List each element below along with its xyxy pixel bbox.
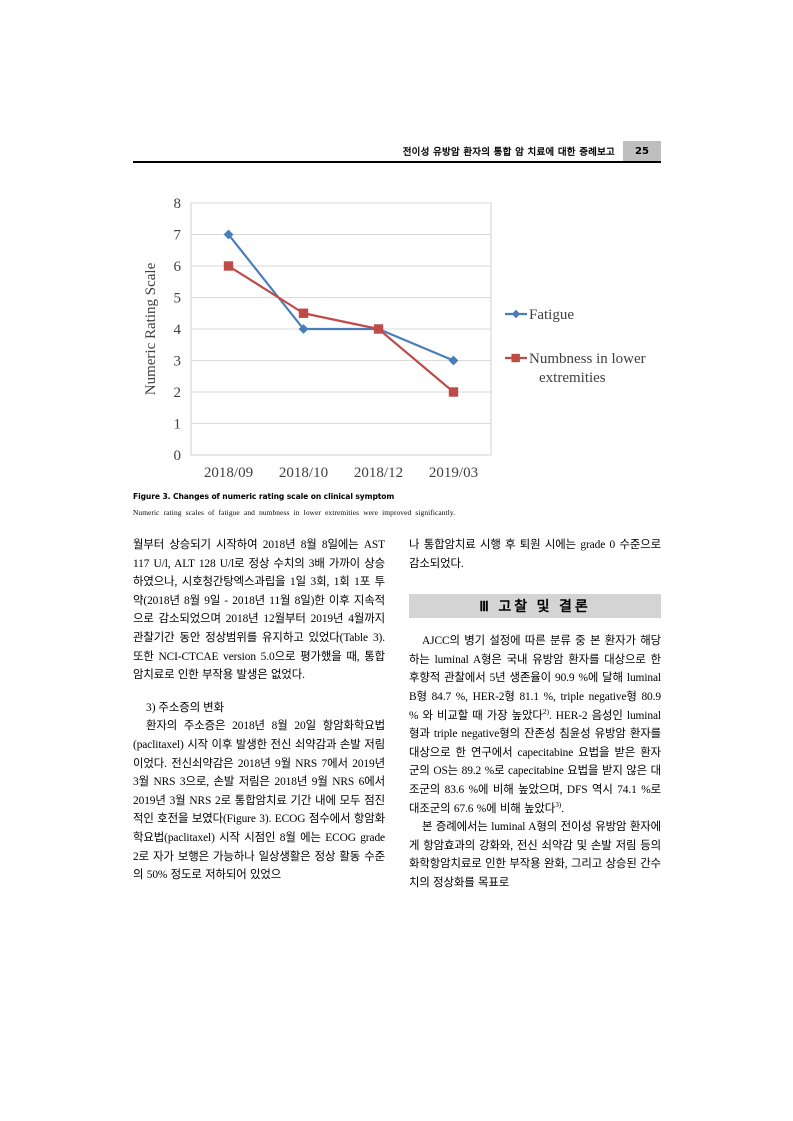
svg-text:1: 1 (174, 417, 182, 433)
subheading-chief-complaint: 3) 주소증의 변화 (146, 701, 225, 714)
figure-note: Numeric rating scales of fatigue and num… (133, 508, 456, 517)
svg-text:2018/09: 2018/09 (204, 465, 253, 481)
paragraph-liver-values: 월부터 상승되기 시작하여 2018년 8월 8일에는 AST 117 U/l,… (133, 539, 385, 682)
chart-series-layer (223, 229, 459, 397)
section-heading-discussion: Ⅲ 고찰 및 결론 (409, 594, 661, 619)
y-axis-title: Numeric Rating Scale (143, 262, 159, 395)
header-divider (133, 161, 661, 163)
page-number: 25 (623, 141, 661, 161)
svg-text:2018/10: 2018/10 (279, 465, 328, 481)
svg-text:7: 7 (174, 228, 182, 244)
svg-text:0: 0 (174, 448, 182, 464)
reference-marker-2: 2) (542, 706, 549, 716)
page-running-header: 전이성 유방암 환자의 통합 암 치료에 대한 증례보고 25 (133, 141, 661, 163)
right-column: 나 통합암치료 시행 후 퇴원 시에는 grade 0 수준으로 감소되었다. … (409, 536, 661, 966)
chart-legend: Fatigue Numbness in lower extremities (505, 307, 646, 386)
discussion-text-c: . (561, 802, 564, 815)
chart-svg: 0 1 2 3 4 5 6 7 8 2018/09 2018/10 2018/12 2019/03 N… (143, 196, 646, 481)
body-columns: 월부터 상승되기 시작하여 2018년 8월 8일에는 AST 117 U/l,… (133, 536, 661, 966)
svg-text:3: 3 (174, 354, 182, 370)
paragraph-discussion-2: 본 증례에서는 luminal A형의 전이성 유방암 환자에게 항암효과의 강… (409, 821, 661, 889)
svg-text:8: 8 (174, 196, 182, 212)
svg-text:Fatigue: Fatigue (529, 307, 574, 323)
y-axis-tick-labels: 0 1 2 3 4 5 6 7 8 (174, 196, 182, 464)
discussion-text-a: AJCC의 병기 설정에 따른 분류 중 본 환자가 해당하는 luminal … (409, 635, 661, 722)
svg-text:2: 2 (174, 385, 182, 401)
figure-3-block: 0 1 2 3 4 5 6 7 8 2018/09 2018/10 2018/12 2019/03 N… (133, 188, 661, 517)
left-column: 월부터 상승되기 시작하여 2018년 8월 8일에는 AST 117 U/l,… (133, 536, 385, 966)
paragraph-chief-complaint: 환자의 주소증은 2018년 8월 20일 항암화학요법(paclitaxel)… (133, 720, 385, 882)
figure-caption: Figure 3. Changes of numeric rating scal… (133, 492, 395, 501)
svg-text:Numbness in lower: Numbness in lower (529, 351, 646, 367)
numeric-rating-scale-chart: 0 1 2 3 4 5 6 7 8 2018/09 2018/10 2018/12 2019/03 N… (133, 188, 661, 488)
svg-text:2018/12: 2018/12 (354, 465, 403, 481)
reference-marker-3: 3) (555, 799, 562, 809)
x-axis-tick-labels: 2018/09 2018/10 2018/12 2019/03 (204, 465, 478, 481)
svg-text:2019/03: 2019/03 (429, 465, 478, 481)
chart-gridlines (191, 202, 491, 424)
paragraph-discussion-1: AJCC의 병기 설정에 따른 분류 중 본 환자가 해당하는 luminal … (409, 632, 661, 818)
svg-text:5: 5 (174, 291, 182, 307)
paragraph-ecog-continuation: 나 통합암치료 시행 후 퇴원 시에는 grade 0 수준으로 감소되었다. (409, 539, 661, 570)
svg-text:6: 6 (174, 259, 182, 275)
discussion-text-b: . HER-2 음성인 luminal형과 triple negative형의 … (409, 709, 661, 815)
svg-text:extremities: extremities (539, 370, 606, 386)
header-title: 전이성 유방암 환자의 통합 암 치료에 대한 증례보고 (402, 147, 615, 158)
svg-text:4: 4 (174, 322, 182, 338)
